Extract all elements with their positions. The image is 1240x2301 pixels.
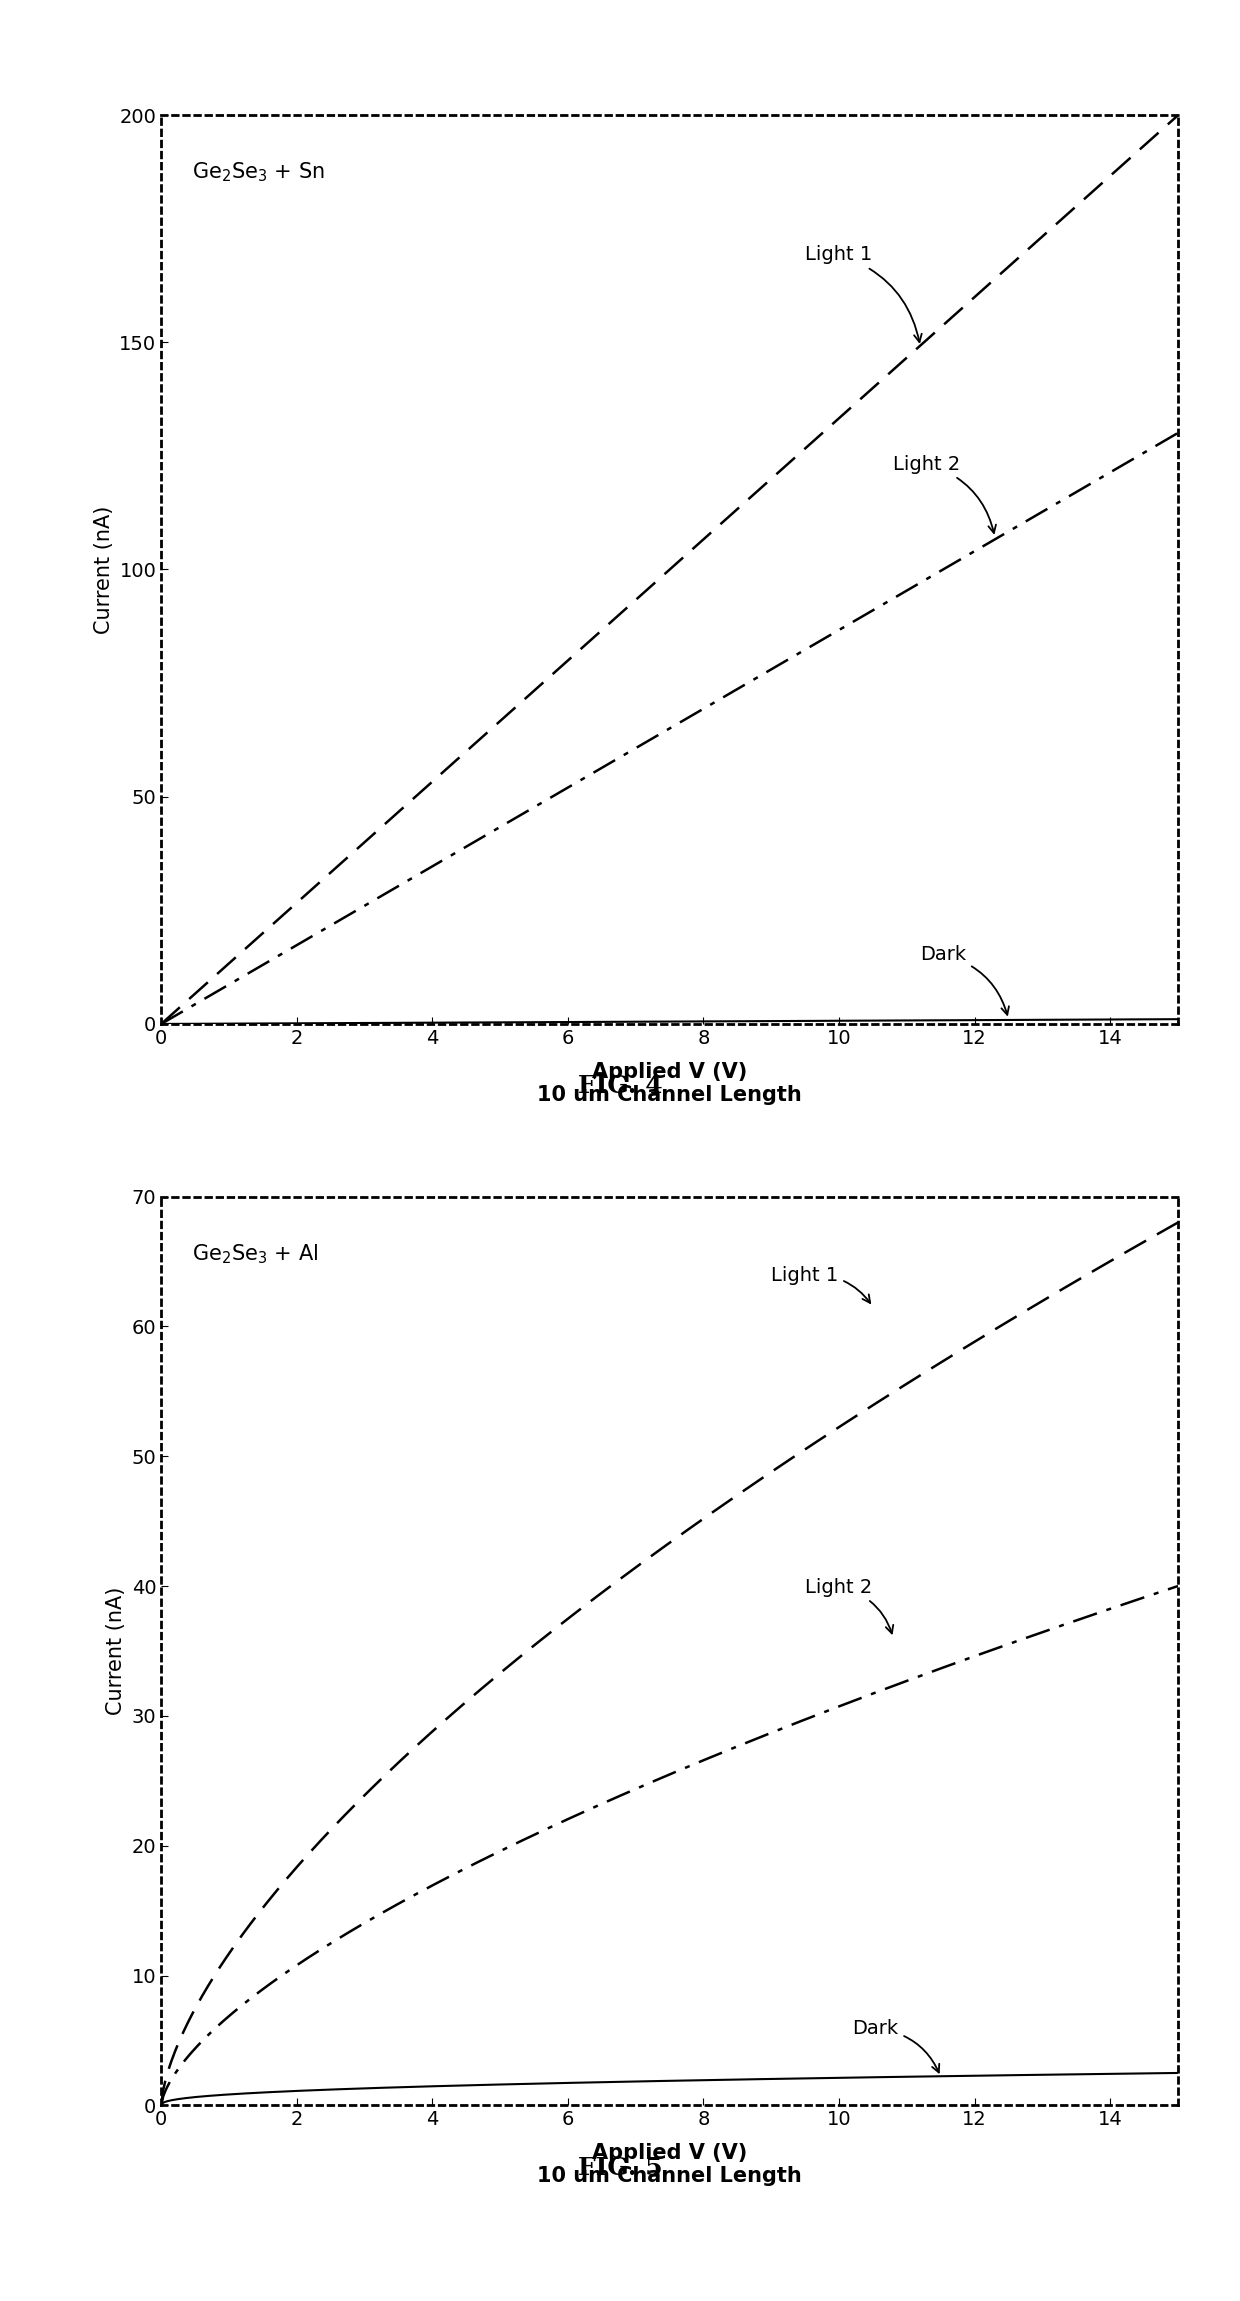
Text: Dark: Dark [920,946,1009,1015]
Y-axis label: Current (nA): Current (nA) [107,1588,126,1714]
Text: Dark: Dark [853,2018,939,2073]
Text: Ge$_2$Se$_3$ + Sn: Ge$_2$Se$_3$ + Sn [192,161,325,184]
Text: FIG. 5: FIG. 5 [578,2156,662,2179]
Text: Light 1: Light 1 [771,1266,870,1302]
Text: Light 2: Light 2 [893,456,996,534]
Text: Light 1: Light 1 [805,246,921,343]
Text: Ge$_2$Se$_3$ + Al: Ge$_2$Se$_3$ + Al [192,1243,317,1266]
Text: Light 2: Light 2 [805,1578,893,1634]
Text: FIG. 4: FIG. 4 [578,1075,662,1098]
X-axis label: Applied V (V)
10 um Channel Length: Applied V (V) 10 um Channel Length [537,2142,802,2186]
X-axis label: Applied V (V)
10 um Channel Length: Applied V (V) 10 um Channel Length [537,1061,802,1104]
Y-axis label: Current (nA): Current (nA) [94,506,114,633]
